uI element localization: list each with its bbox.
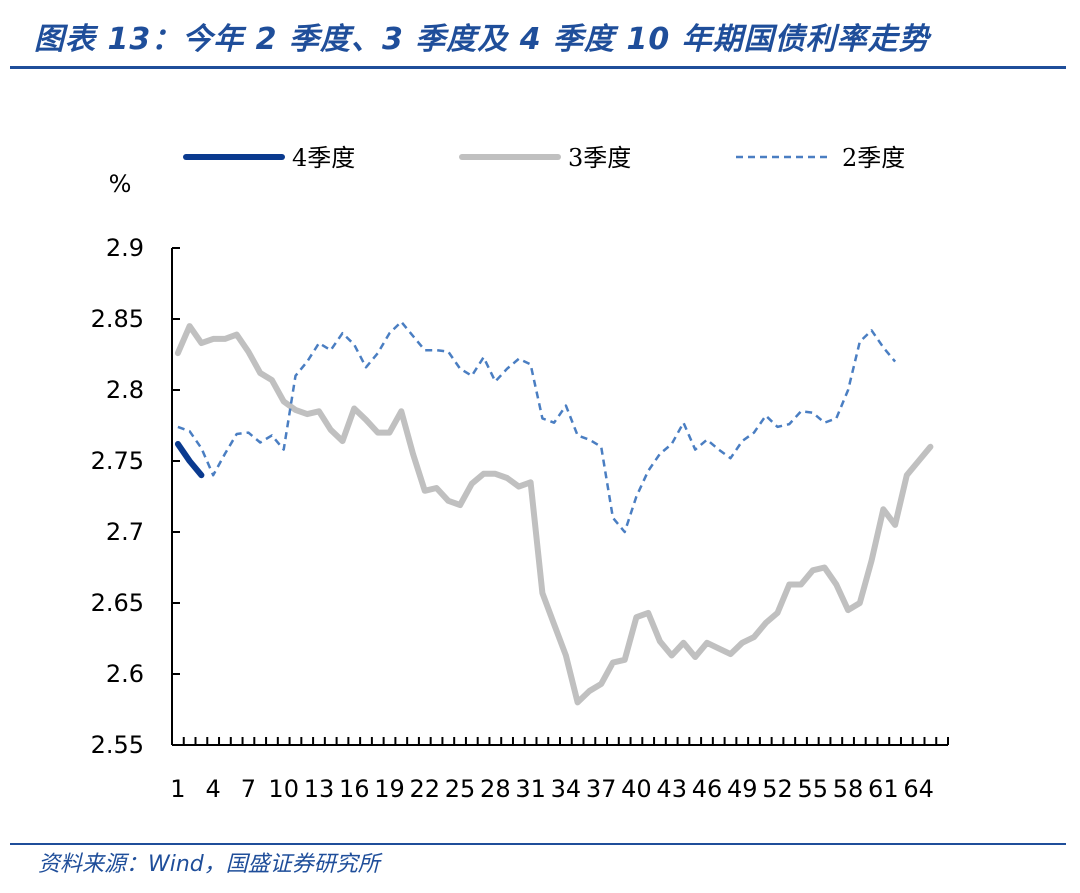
x-tick-label: 52 — [762, 775, 793, 803]
x-tick-label: 58 — [833, 775, 864, 803]
x-tick-label: 43 — [656, 775, 687, 803]
y-tick-label: 2.55 — [91, 731, 144, 759]
legend-label-0: 4季度 — [292, 144, 355, 172]
y-tick-label: 2.9 — [106, 234, 144, 262]
chart-series — [174, 320, 934, 706]
x-tick-label: 61 — [868, 775, 899, 803]
x-tick-label: 22 — [410, 775, 441, 803]
x-tick-label: 19 — [374, 775, 405, 803]
x-tick-label: 49 — [727, 775, 758, 803]
chart-source: 资料来源：Wind，国盛证券研究所 — [38, 852, 380, 877]
chart-axes: 2.552.62.652.72.752.82.852.91 4 7 10 13 16 19 2… — [91, 234, 949, 803]
x-tick-label: 28 — [480, 775, 511, 803]
x-tick-label: 46 — [692, 775, 723, 803]
x-tick-label: 55 — [798, 775, 829, 803]
x-tick-label: 40 — [621, 775, 652, 803]
x-tick-label: 1 — [170, 775, 185, 803]
chart-legend: 4季度 3季度 2季度 — [183, 144, 905, 172]
y-axis-unit: % — [109, 170, 132, 198]
x-tick-label: 25 — [445, 775, 476, 803]
chart-title: 图表 13：今年 2 季度、3 季度及 4 季度 10 年期国债利率走势 — [34, 22, 930, 57]
legend-label-1: 3季度 — [568, 144, 631, 172]
x-tick-label: 4 — [206, 775, 221, 803]
x-tick-label: 10 — [268, 775, 299, 803]
y-tick-label: 2.65 — [91, 589, 144, 617]
series-line-1 — [174, 323, 934, 706]
x-tick-label: 31 — [515, 775, 546, 803]
source-divider — [10, 843, 1066, 845]
y-tick-label: 2.85 — [91, 305, 144, 333]
legend-label-2: 2季度 — [842, 144, 905, 172]
x-tick-label: 13 — [304, 775, 335, 803]
x-tick-label: 37 — [586, 775, 617, 803]
x-tick-label: 34 — [551, 775, 582, 803]
x-tick-label: 64 — [903, 775, 934, 803]
x-tick-label: 16 — [339, 775, 370, 803]
series-line-0 — [174, 441, 205, 479]
series-line-2 — [177, 320, 897, 534]
y-tick-label: 2.6 — [106, 660, 144, 688]
x-tick-label: 7 — [241, 775, 256, 803]
y-tick-label: 2.8 — [106, 376, 144, 404]
y-tick-label: 2.7 — [106, 518, 144, 546]
y-tick-label: 2.75 — [91, 447, 144, 475]
title-divider — [10, 66, 1066, 69]
